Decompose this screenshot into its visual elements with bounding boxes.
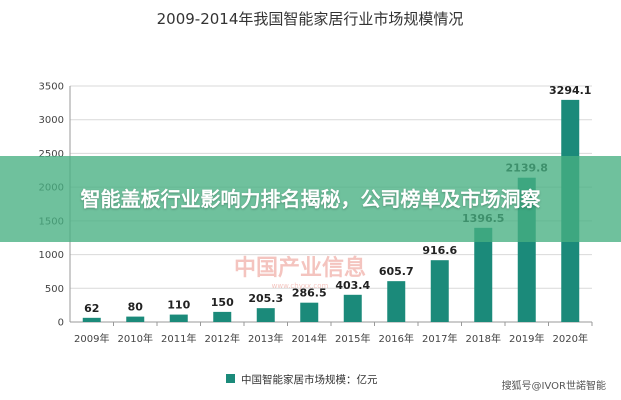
x-tick-label: 2012年 [205,332,240,345]
bar [300,302,319,322]
x-tick-label: 2019年 [509,332,544,345]
data-label: 916.6 [422,244,457,257]
bar [474,227,493,322]
x-tick-label: 2009年 [74,332,109,345]
x-tick-label: 2013年 [248,332,283,345]
bar [82,317,101,322]
data-label: 150 [211,296,234,309]
data-label: 3294.1 [549,84,591,97]
chart-title: 2009-2014年我国智能家居行业市场规模情况 [157,10,464,28]
headline-text: 智能盖板行业影响力排名揭秘，公司榜单及市场洞察 [80,187,541,211]
watermark-logo-url: www.chyxx.com [272,282,329,290]
x-tick-label: 2014年 [292,332,327,345]
data-label: 62 [84,302,99,315]
y-tick-label: 1000 [39,250,64,261]
data-label: 110 [167,299,190,312]
data-label: 403.4 [335,279,370,292]
x-tick-label: 2015年 [335,332,370,345]
source-watermark: 搜狐号@IVOR世諾智能 [502,379,606,392]
bar [343,294,362,322]
bar [387,281,406,322]
bar [213,311,232,322]
bar [256,308,275,322]
watermark-logo-text: 中国产业信息 [234,255,366,281]
legend: 中国智能家居市场规模：亿元 [226,373,378,386]
watermark-logo: 中国产业信息 www.chyxx.com [234,255,366,290]
data-label: 205.3 [248,292,283,305]
y-tick-label: 0 [58,318,64,329]
x-tick-label: 2011年 [161,332,196,345]
data-label: 286.5 [292,287,327,300]
bar [126,316,145,322]
bar [430,260,449,322]
y-tick-label: 3500 [39,82,64,93]
x-tick-label: 2017年 [422,332,457,345]
data-label: 605.7 [379,265,414,278]
data-label: 80 [128,301,144,314]
x-tick-label: 2020年 [553,332,588,345]
legend-swatch [226,374,235,383]
x-tick-label: 2016年 [379,332,414,345]
x-tick-label: 2010年 [118,332,153,345]
y-tick-label: 500 [45,284,64,295]
y-tick-label: 2500 [39,149,64,160]
x-tick-label: 2018年 [466,332,501,345]
legend-label: 中国智能家居市场规模：亿元 [241,373,378,386]
bar [169,314,188,322]
headline-banner: 智能盖板行业影响力排名揭秘，公司榜单及市场洞察 [0,156,621,242]
y-tick-label: 3000 [39,115,64,126]
